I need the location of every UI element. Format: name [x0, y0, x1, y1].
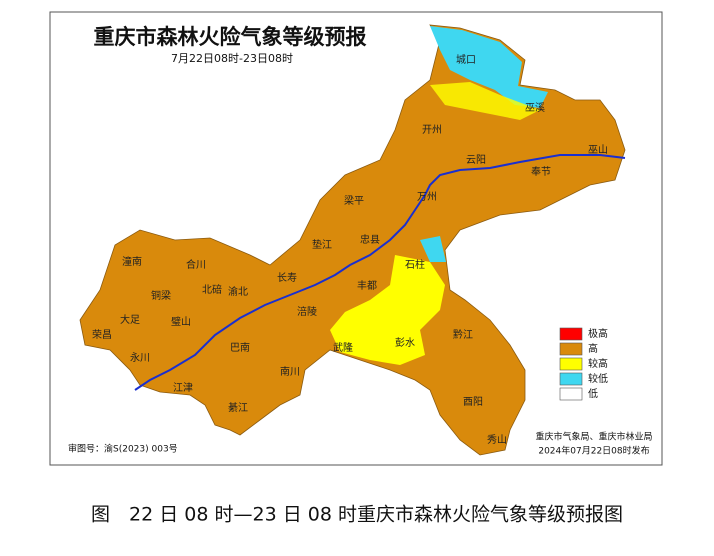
region-higher — [330, 255, 445, 365]
place-label: 秀山 — [487, 434, 507, 446]
region-lower — [420, 236, 446, 262]
place-label: 武隆 — [333, 341, 353, 354]
place-label: 江津 — [173, 382, 193, 394]
place-label: 万州 — [417, 191, 437, 203]
place-label: 忠县 — [360, 234, 380, 246]
place-label: 黔江 — [453, 328, 473, 341]
place-label: 荣昌 — [92, 329, 112, 341]
place-label: 永川 — [130, 351, 150, 364]
place-label: 云阳 — [466, 154, 486, 166]
map-subtitle: 7月22日08时-23日08时 — [171, 52, 293, 65]
place-label: 璧山 — [171, 315, 191, 328]
place-label: 潼南 — [122, 255, 142, 268]
place-label: 合川 — [186, 258, 206, 271]
legend-swatch — [559, 327, 583, 341]
place-label: 北碚 — [202, 283, 222, 296]
region-high — [79, 24, 626, 456]
legend-swatch — [559, 357, 583, 371]
figure-caption: 图 22 日 08 时—23 日 08 时重庆市森林火险气象等级预报图 — [91, 504, 623, 526]
place-label: 涪陵 — [297, 305, 317, 318]
legend-label: 高 — [588, 342, 598, 355]
place-label: 巫山 — [588, 144, 608, 156]
place-label: 彭水 — [395, 336, 415, 349]
approval-number: 审图号：渝S(2023) 003号 — [68, 443, 178, 455]
legend-label: 低 — [588, 387, 598, 400]
yangtze-river — [134, 154, 626, 391]
place-label: 南川 — [280, 365, 300, 378]
legend-label: 极高 — [588, 327, 608, 340]
place-label: 城口 — [456, 54, 476, 66]
place-label: 垫江 — [312, 238, 332, 251]
place-label: 奉节 — [531, 165, 551, 178]
place-label: 巴南 — [230, 341, 250, 354]
publisher: 重庆市气象局、重庆市林业局 — [535, 431, 652, 443]
place-label: 梁平 — [344, 194, 364, 207]
legend-swatch — [559, 387, 583, 401]
place-label: 铜梁 — [151, 289, 171, 302]
issue-time: 2024年07月22日08时发布 — [538, 445, 649, 457]
place-label: 大足 — [120, 313, 140, 326]
legend-label: 较高 — [588, 357, 608, 370]
region-higher — [430, 82, 540, 120]
place-label: 丰都 — [357, 279, 377, 292]
place-label: 渝北 — [228, 285, 248, 298]
legend-label: 较低 — [588, 372, 608, 385]
legend-swatch — [559, 372, 583, 386]
place-label: 綦江 — [228, 401, 248, 414]
map-title: 重庆市森林火险气象等级预报 — [94, 25, 367, 49]
region-lower — [430, 26, 548, 108]
place-label: 开州 — [422, 124, 442, 136]
legend-swatch — [559, 342, 583, 356]
place-label: 长寿 — [277, 271, 297, 284]
place-label: 酉阳 — [463, 396, 483, 408]
place-label: 巫溪 — [525, 102, 545, 114]
place-label: 石柱 — [405, 258, 425, 271]
